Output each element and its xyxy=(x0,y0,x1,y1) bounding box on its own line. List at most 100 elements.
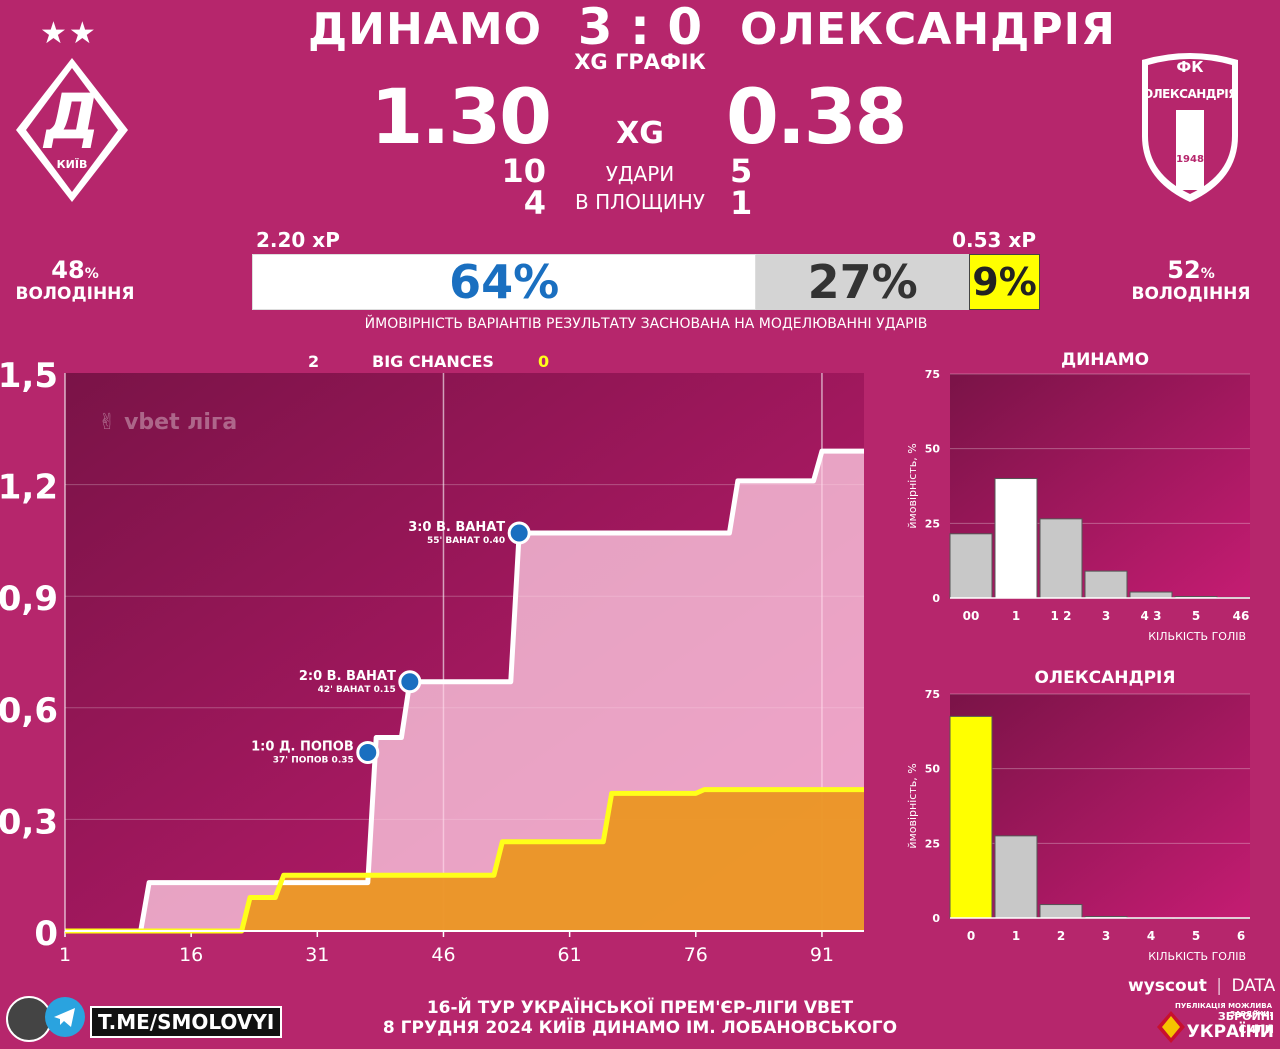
y-tick-label: 0,9 xyxy=(0,579,58,619)
vbet-liga-watermark: ✌ vbet ліга xyxy=(98,410,238,435)
y-tick-label: 0,3 xyxy=(0,802,58,842)
x-tick-label: 46 xyxy=(1233,609,1250,623)
home-team-name: ДИНАМО xyxy=(307,4,543,55)
shots-label: УДАРИ xyxy=(605,162,675,186)
home-team-logo: ★★ Д КИЇВ xyxy=(14,16,130,206)
big-chances-home: 2 xyxy=(308,352,320,371)
away-logo-year: 1948 xyxy=(1176,154,1204,165)
support-line1: ЗБРОЙНІ СИЛИ xyxy=(1217,1010,1274,1036)
away-possession-value: 52 xyxy=(1167,256,1201,284)
y-axis-label: ймовірність, % xyxy=(906,443,919,528)
oleksandriya-shield-icon xyxy=(1142,53,1238,202)
goal-label: 1:0 Д. ПОПОВ xyxy=(251,739,354,754)
x-tick-label: 0 xyxy=(967,929,975,943)
home-logo-city: КИЇВ xyxy=(56,158,88,171)
x-axis-label: КІЛЬКІСТЬ ГОЛІВ xyxy=(1148,630,1246,643)
goal-marker xyxy=(398,670,422,694)
x-tick-label: 76 xyxy=(684,944,708,966)
xg-timeline-chart: 0 0,3 0,6 0,9 1,2 1,5 1 16 31 46 61 76 91 1:0 Д. ПОПО… xyxy=(0,356,864,966)
away-team-name: ОЛЕКСАНДРІЯ xyxy=(740,4,1116,55)
y-tick-label: 0 xyxy=(932,592,940,605)
home-shots: 10 xyxy=(501,152,546,190)
home-logo-letter: Д xyxy=(44,80,100,153)
away-shots-on-target: 1 xyxy=(730,184,753,222)
away-shots: 5 xyxy=(730,152,753,190)
away-possession-unit: % xyxy=(1200,266,1215,282)
page-subtitle: XG ГРАФІК xyxy=(574,50,706,74)
footer-date-venue: 8 ГРУДНЯ 2024 КИЇВ ДИНАМО ІМ. ЛОБАНОВСЬК… xyxy=(382,1018,898,1038)
home-shots-on-target: 4 xyxy=(523,184,546,222)
footer-round: 16-Й ТУР УКРАЇНСЬКОЇ ПРЕМ'ЄР-ЛІГИ VBET xyxy=(426,998,854,1018)
y-tick-label: 75 xyxy=(925,688,940,701)
support-line2: УКРАЇНИ xyxy=(1186,1022,1274,1042)
x-tick-label: 1 xyxy=(1012,609,1020,623)
y-tick-label: 0 xyxy=(34,914,58,954)
x-tick-label: 00 xyxy=(963,609,980,623)
bar-goals-0 xyxy=(949,715,993,919)
wyscout-logo: wyscout xyxy=(1128,976,1207,996)
armed-forces-emblem-icon xyxy=(1157,1011,1185,1043)
away-logo-fc: ФК xyxy=(1176,58,1204,76)
x-tick-label: 1 2 xyxy=(1051,609,1072,623)
bar-goals-1 xyxy=(994,835,1038,919)
home-xg-value: 1.30 xyxy=(370,72,552,161)
x-tick-label: 1 xyxy=(1012,929,1020,943)
bar-goals-2 xyxy=(1039,518,1083,599)
away-xg-line xyxy=(65,787,864,934)
big-chances-label: BIG CHANCES xyxy=(372,352,494,371)
x-tick-label: 46 xyxy=(431,944,455,966)
goal-label: 3:0 В. ВАНАТ xyxy=(408,520,505,535)
home-xg-line xyxy=(65,448,864,934)
y-tick-label: 0,6 xyxy=(0,691,58,731)
support-small: ПУБЛІКАЦІЯ МОЖЛИВА ЗАВДЯКИ: xyxy=(1175,1002,1272,1018)
y-tick-label: 50 xyxy=(925,443,941,456)
author-avatar xyxy=(6,996,52,1042)
x-tick-label: 4 xyxy=(1147,929,1155,943)
x-tick-label: 2 xyxy=(1057,929,1065,943)
y-tick-label: 50 xyxy=(925,763,941,776)
bar-goals-3 xyxy=(1084,570,1128,599)
x-tick-label: 5 xyxy=(1192,929,1200,943)
x-tick-label: 3 xyxy=(1102,929,1110,943)
x-tick-label: 6 xyxy=(1237,929,1245,943)
wyscout-brand: wyscout | DATA xyxy=(1128,976,1276,996)
y-tick-label: 75 xyxy=(925,368,940,381)
away-win-prob: 9% xyxy=(972,260,1037,304)
bar-goals-1 xyxy=(994,478,1038,599)
draw-prob: 27% xyxy=(807,255,918,309)
goal-detail: 55' ВАНАТ 0.40 xyxy=(427,536,505,546)
goal-detail: 42' ВАНАТ 0.15 xyxy=(318,685,396,695)
y-tick-label: 1,2 xyxy=(0,468,58,508)
home-possession: 48% ВОЛОДІННЯ xyxy=(10,256,140,304)
x-tick-label: 31 xyxy=(305,944,329,966)
home-xp: 2.20 xP xyxy=(256,228,340,252)
telegram-channel-link[interactable]: T.ME/SMOLOVYI xyxy=(90,1006,283,1038)
x-tick-label: 3 xyxy=(1102,609,1110,623)
x-tick-label: 16 xyxy=(179,944,203,966)
draw-bar: 27% xyxy=(756,254,970,310)
xp-caption: ЙМОВІРНІСТЬ ВАРІАНТІВ РЕЗУЛЬТАТУ ЗАСНОВА… xyxy=(364,316,928,332)
home-possession-value: 48 xyxy=(51,256,85,284)
away-xg-value: 0.38 xyxy=(726,72,908,161)
xg-label: XG xyxy=(616,116,664,151)
x-tick-label: 61 xyxy=(558,944,582,966)
goal-label: 2:0 В. ВАНАТ xyxy=(299,669,396,684)
away-team-logo: ФК ОЛЕКСАНДРІЯ 1948 xyxy=(1134,50,1246,206)
home-distribution-title: ДИНАМО xyxy=(1060,350,1150,370)
home-possession-label: ВОЛОДІННЯ xyxy=(15,284,135,304)
away-win-bar: 9% xyxy=(969,254,1040,310)
away-possession-label: ВОЛОДІННЯ xyxy=(1131,284,1251,304)
away-xp: 0.53 xP xyxy=(952,228,1036,252)
away-logo-name: ОЛЕКСАНДРІЯ xyxy=(1143,87,1238,101)
big-chances-away: 0 xyxy=(538,352,550,371)
y-axis-label: ймовірність, % xyxy=(906,763,919,848)
away-distribution-title: ОЛЕКСАНДРІЯ xyxy=(1034,668,1176,688)
telegram-icon[interactable] xyxy=(44,996,86,1038)
x-tick-label: 91 xyxy=(810,944,834,966)
y-tick-label: 25 xyxy=(925,837,940,850)
home-win-bar: 64% xyxy=(252,254,757,310)
home-goal-distribution-chart: 0 25 50 75 ймовірність, % 00 1 1 2 3 4 3 5 46 КІЛЬКІ… xyxy=(906,368,1250,643)
away-goal-distribution-chart: 0 25 50 75 ймовірність, % 0 1 2 3 4 5 6 КІЛЬКІСТЬ ГО… xyxy=(906,688,1250,963)
goal-marker xyxy=(356,740,380,764)
dynamo-diamond-icon xyxy=(16,58,128,202)
